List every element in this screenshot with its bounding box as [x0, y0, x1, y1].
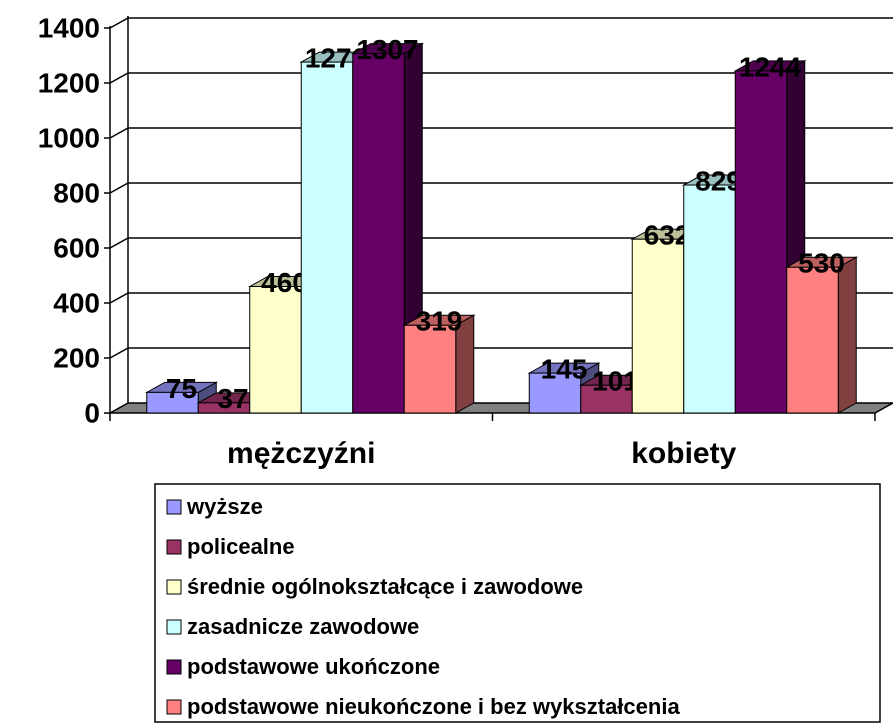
- y-tick-label: 600: [53, 232, 100, 263]
- legend-label: wyższe: [186, 494, 263, 519]
- y-tick-label: 800: [53, 177, 100, 208]
- bar: [300, 61, 354, 414]
- bar: [403, 324, 457, 414]
- bar: [734, 70, 788, 414]
- grid-line: [109, 127, 129, 139]
- bar: [631, 238, 685, 414]
- bar: [683, 184, 736, 414]
- bar: [249, 286, 302, 414]
- grid-line: [109, 292, 129, 304]
- x-tick-label: mężczyźni: [227, 437, 375, 470]
- y-tick-label: 1000: [38, 122, 100, 153]
- y-tick-label: 1200: [38, 67, 100, 98]
- legend-swatch: [166, 579, 182, 595]
- data-label: 101: [592, 366, 639, 397]
- legend-label: średnie ogólnokształcące i zawodowe: [187, 574, 583, 599]
- bar-side: [837, 256, 857, 414]
- data-label: 460: [261, 267, 308, 298]
- data-label: 632: [644, 220, 691, 251]
- data-label: 319: [416, 306, 463, 337]
- grid-line: [109, 347, 129, 359]
- x-tick-label: kobiety: [631, 437, 736, 470]
- data-label: 530: [798, 248, 845, 279]
- bar: [352, 53, 405, 414]
- legend-swatch: [166, 699, 182, 715]
- y-tick-label: 400: [53, 287, 100, 318]
- data-label: 37: [217, 383, 248, 414]
- data-label: 75: [166, 373, 197, 404]
- bar: [528, 372, 582, 414]
- y-tick-label: 200: [53, 342, 100, 373]
- grid-line: [109, 72, 129, 84]
- y-tick-label: 1400: [38, 12, 100, 43]
- bar: [580, 384, 633, 414]
- y-tick-label: 0: [84, 397, 100, 428]
- legend-label: podstawowe ukończone: [187, 654, 440, 679]
- data-label: 1307: [356, 34, 418, 65]
- bar: [786, 266, 839, 414]
- legend-swatch: [166, 539, 182, 555]
- legend-swatch: [166, 499, 182, 515]
- grid-line: [109, 17, 129, 29]
- grid-line: [109, 237, 129, 249]
- legend-label: zasadnicze zawodowe: [187, 614, 419, 639]
- legend-swatch: [166, 619, 182, 635]
- legend-label: podstawowe nieukończone i bez wykształce…: [187, 694, 680, 719]
- data-label: 829: [695, 165, 742, 196]
- legend-box: [154, 483, 881, 723]
- legend-label: policealne: [187, 534, 295, 559]
- data-label: 1244: [739, 51, 802, 82]
- data-label: 145: [541, 354, 588, 385]
- grid-line: [109, 182, 129, 194]
- legend-swatch: [166, 659, 182, 675]
